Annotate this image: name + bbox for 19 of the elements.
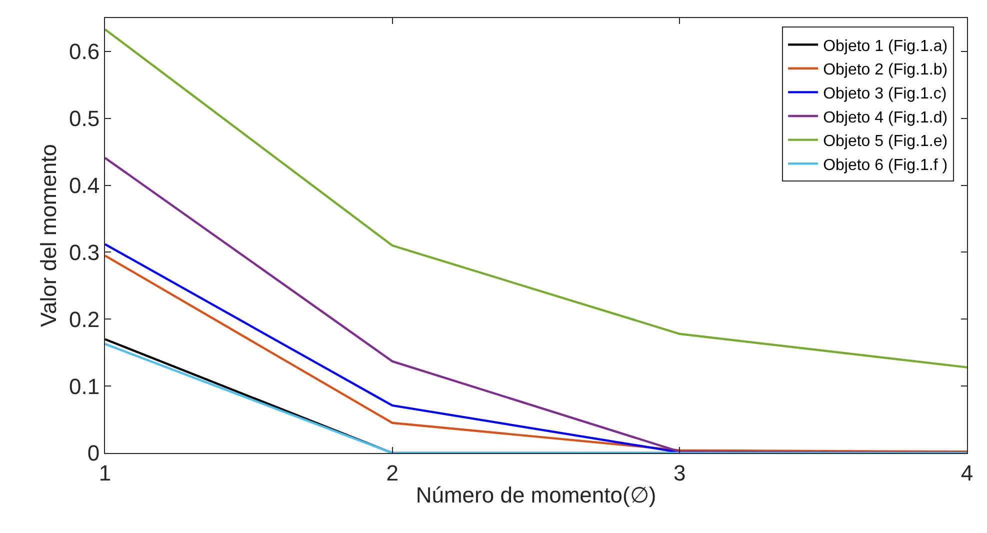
- legend-label: Objeto 6 (Fig.1.f ): [823, 156, 948, 174]
- y-tick-label: 0.3: [69, 240, 100, 265]
- x-tick-label: 4: [960, 460, 974, 486]
- legend-label: Objeto 3 (Fig.1.c): [823, 85, 947, 102]
- y-tick-label: 0.5: [69, 106, 100, 132]
- legend-label: Objeto 2 (Fig.1.b): [823, 62, 948, 79]
- legend-label: Objeto 5 (Fig.1.e): [823, 133, 948, 150]
- y-tick-label: 0.2: [69, 306, 100, 332]
- x-axis-title: Número de momento(∅): [416, 482, 656, 508]
- x-tick-label: 1: [98, 460, 112, 486]
- y-tick-label: 0.6: [69, 39, 100, 64]
- y-axis-title: Valor del momento: [36, 144, 61, 328]
- x-tick-label: 3: [674, 460, 686, 486]
- y-tick-label: 0.4: [69, 173, 100, 198]
- legend-label: Objeto 1 (Fig.1.a): [823, 38, 948, 55]
- y-tick-label: 0.1: [69, 374, 100, 399]
- y-tick-label: 0: [87, 440, 100, 466]
- legend-label: Objeto 4 (Fig.1.d): [823, 109, 948, 126]
- x-tick-label: 2: [386, 460, 398, 486]
